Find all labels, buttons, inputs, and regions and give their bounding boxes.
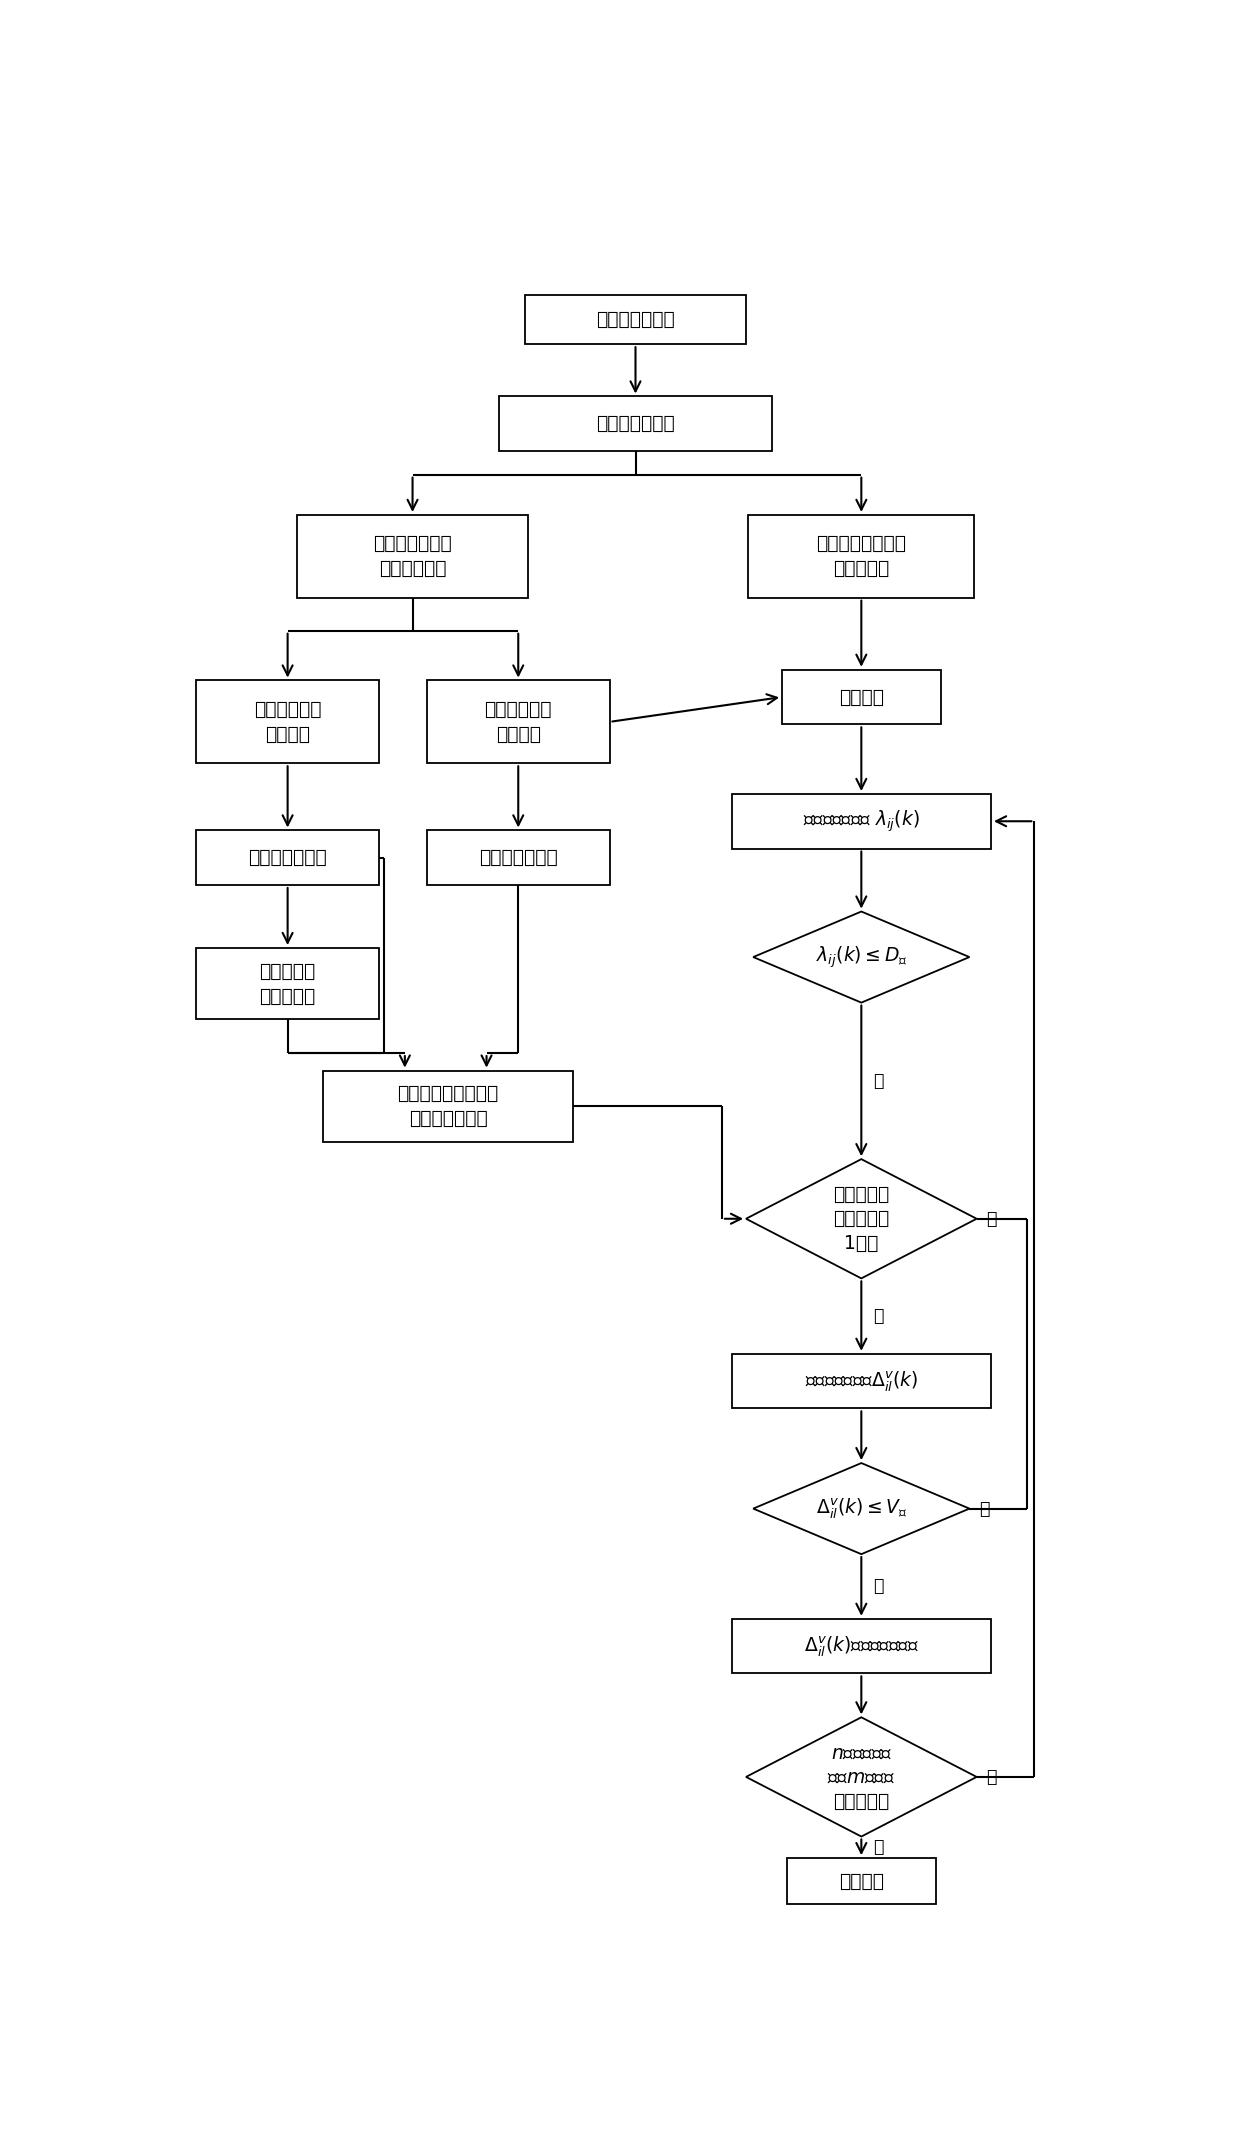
Text: 是: 是	[873, 1839, 883, 1856]
Text: 关联成功: 关联成功	[838, 1871, 884, 1891]
Text: 中断后航迹某时刻
的目标状态: 中断后航迹某时刻 的目标状态	[816, 533, 906, 579]
Bar	[498, 396, 773, 452]
Text: 是: 是	[873, 1577, 883, 1596]
Polygon shape	[753, 912, 970, 1002]
Text: 多目标跟踪滤波: 多目标跟踪滤波	[596, 415, 675, 432]
Text: $\lambda_{ij}(k)\leq D_{限}$: $\lambda_{ij}(k)\leq D_{限}$	[816, 944, 908, 970]
Text: 预报初值点位置: 预报初值点位置	[248, 847, 327, 867]
Text: 否: 否	[986, 1768, 997, 1785]
Bar	[732, 794, 991, 850]
Bar	[782, 669, 941, 725]
Bar	[427, 830, 610, 884]
Text: 时刻对准: 时刻对准	[838, 688, 884, 706]
Text: 是: 是	[873, 1308, 883, 1325]
Text: $\Delta_{il}^{v}(k)\leq V_{限}$: $\Delta_{il}^{v}(k)\leq V_{限}$	[816, 1497, 908, 1521]
Text: 中断前航迹某时
刻的目标状态: 中断前航迹某时 刻的目标状态	[373, 533, 451, 579]
Text: $\Delta_{il}^{v}(k)$最小者予以关联: $\Delta_{il}^{v}(k)$最小者予以关联	[804, 1633, 919, 1658]
Text: 二阶最小二乘
曲线拟合: 二阶最小二乘 曲线拟合	[254, 699, 321, 744]
Text: 后续时刻空间目标位
置和速度预测值: 后续时刻空间目标位 置和速度预测值	[398, 1084, 498, 1127]
Polygon shape	[746, 1159, 977, 1278]
Bar	[324, 1071, 573, 1142]
Polygon shape	[753, 1463, 970, 1555]
Text: 一阶最小二乘
曲线拟合: 一阶最小二乘 曲线拟合	[485, 699, 552, 744]
Text: 预报初值点速度: 预报初值点速度	[479, 847, 558, 867]
Text: 关联成功航
迹数量多于
1个吗: 关联成功航 迹数量多于 1个吗	[833, 1185, 889, 1252]
Polygon shape	[746, 1716, 977, 1837]
Bar	[196, 949, 379, 1020]
Text: 多目标航迹起始: 多目标航迹起始	[596, 310, 675, 329]
Text: 否: 否	[986, 1209, 997, 1228]
Bar	[787, 1858, 936, 1904]
Bar	[732, 1353, 991, 1409]
Bar	[749, 514, 975, 598]
Text: 位置检验统计量 $\lambda_{ij}(k)$: 位置检验统计量 $\lambda_{ij}(k)$	[804, 809, 920, 835]
Bar	[732, 1620, 991, 1673]
Text: 是: 是	[873, 1071, 883, 1091]
Text: $n$次关联判断
中有$m$次满足
检验要求吗: $n$次关联判断 中有$m$次满足 检验要求吗	[827, 1742, 895, 1811]
Text: 空间目标加
速度估计值: 空间目标加 速度估计值	[259, 961, 316, 1005]
Text: 速度检验统计量$\Delta_{il}^{v}(k)$: 速度检验统计量$\Delta_{il}^{v}(k)$	[805, 1368, 918, 1394]
Bar	[196, 680, 379, 764]
Bar	[196, 830, 379, 884]
Bar	[298, 514, 528, 598]
Bar	[427, 680, 610, 764]
Text: 否: 否	[980, 1499, 990, 1519]
Bar	[525, 295, 746, 344]
